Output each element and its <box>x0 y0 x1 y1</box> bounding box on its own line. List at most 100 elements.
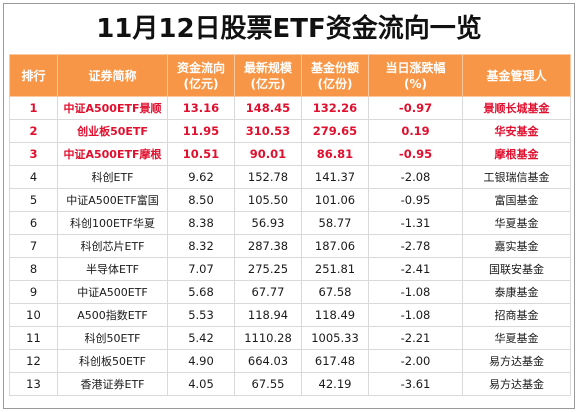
cell-shares: 101.06 <box>301 188 369 212</box>
cell-name: 科创100ETF华夏 <box>57 211 168 235</box>
cell-shares: 132.26 <box>301 96 369 120</box>
header-change-unit: (%) <box>404 76 427 91</box>
cell-flow: 7.07 <box>167 257 235 281</box>
cell-change: -2.08 <box>368 165 463 189</box>
table-row: 6 科创100ETF华夏 8.38 56.93 58.77 -1.31 华夏基金 <box>9 211 571 235</box>
table-row: 8 半导体ETF 7.07 275.25 251.81 -2.41 国联安基金 <box>9 257 571 281</box>
cell-shares: 187.06 <box>301 234 369 258</box>
table-row: 9 中证A500ETF 5.68 67.77 67.58 -1.08 泰康基金 <box>9 280 571 304</box>
header-name: 证券简称 <box>57 54 168 97</box>
table-row: 7 科创芯片ETF 8.32 287.38 187.06 -2.78 嘉实基金 <box>9 234 571 258</box>
cell-scale: 664.03 <box>234 349 302 373</box>
table-row: 11 科创50ETF 5.42 1110.28 1005.33 -2.21 华夏基金 <box>9 326 571 350</box>
cell-shares: 86.81 <box>301 142 369 166</box>
cell-name: 中证A500ETF景顺 <box>57 96 168 120</box>
header-name-label: 证券简称 <box>88 68 137 83</box>
cell-shares: 58.77 <box>301 211 369 235</box>
header-rank-label: 排行 <box>21 68 46 83</box>
cell-rank: 10 <box>9 303 58 327</box>
cell-name: 创业板50ETF <box>57 119 168 143</box>
cell-change: -1.08 <box>368 303 463 327</box>
cell-shares: 617.48 <box>301 349 369 373</box>
cell-manager: 国联安基金 <box>462 257 571 281</box>
table-row: 10 A500指数ETF 5.53 118.94 118.49 -1.08 招商基金 <box>9 303 571 327</box>
table-row: 13 香港证券ETF 4.05 67.55 42.19 -3.61 易方达基金 <box>9 372 571 396</box>
cell-name: 科创芯片ETF <box>57 234 168 258</box>
cell-flow: 8.38 <box>167 211 235 235</box>
cell-change: -0.95 <box>368 142 463 166</box>
cell-shares: 42.19 <box>301 372 369 396</box>
header-change: 当日涨跌幅 (%) <box>368 54 463 97</box>
cell-shares: 67.58 <box>301 280 369 304</box>
cell-rank: 12 <box>9 349 58 373</box>
cell-scale: 148.45 <box>234 96 302 120</box>
cell-change: -2.41 <box>368 257 463 281</box>
cell-change: -3.61 <box>368 372 463 396</box>
cell-change: -1.08 <box>368 280 463 304</box>
cell-flow: 4.05 <box>167 372 235 396</box>
cell-scale: 105.50 <box>234 188 302 212</box>
cell-name: 科创板50ETF <box>57 349 168 373</box>
cell-change: -1.31 <box>368 211 463 235</box>
cell-rank: 5 <box>9 188 58 212</box>
header-flow: 资金流向 (亿元) <box>167 54 235 97</box>
cell-scale: 287.38 <box>234 234 302 258</box>
cell-flow: 13.16 <box>167 96 235 120</box>
cell-manager: 泰康基金 <box>462 280 571 304</box>
cell-shares: 1005.33 <box>301 326 369 350</box>
cell-flow: 5.53 <box>167 303 235 327</box>
cell-manager: 易方达基金 <box>462 349 571 373</box>
header-row: 排行 证券简称 资金流向 (亿元) 最新规模 (亿元) 基金份额 (亿份) 当日涨跌幅… <box>9 54 571 97</box>
cell-flow: 8.50 <box>167 188 235 212</box>
cell-manager: 景顺长城基金 <box>462 96 571 120</box>
cell-flow: 4.90 <box>167 349 235 373</box>
cell-flow: 10.51 <box>167 142 235 166</box>
cell-scale: 56.93 <box>234 211 302 235</box>
header-scale-unit: (亿元) <box>250 76 286 91</box>
table-row: 3 中证A500ETF摩根 10.51 90.01 86.81 -0.95 摩根基金 <box>9 142 571 166</box>
header-flow-label: 资金流向 <box>176 60 225 75</box>
cell-rank: 3 <box>9 142 58 166</box>
cell-manager: 工银瑞信基金 <box>462 165 571 189</box>
table-row: 2 创业板50ETF 11.95 310.53 279.65 0.19 华安基金 <box>9 119 571 143</box>
table-row: 5 中证A500ETF富国 8.50 105.50 101.06 -0.95 富国基金 <box>9 188 571 212</box>
cell-name: 中证A500ETF富国 <box>57 188 168 212</box>
cell-rank: 11 <box>9 326 58 350</box>
cell-name: 科创ETF <box>57 165 168 189</box>
cell-name: 半导体ETF <box>57 257 168 281</box>
cell-change: -2.78 <box>368 234 463 258</box>
table-row: 1 中证A500ETF景顺 13.16 148.45 132.26 -0.97 景顺长城基金 <box>9 96 571 120</box>
cell-manager: 华安基金 <box>462 119 571 143</box>
cell-scale: 67.55 <box>234 372 302 396</box>
cell-name: A500指数ETF <box>57 303 168 327</box>
cell-rank: 1 <box>9 96 58 120</box>
cell-flow: 5.42 <box>167 326 235 350</box>
header-change-label: 当日涨跌幅 <box>385 60 446 75</box>
cell-scale: 310.53 <box>234 119 302 143</box>
cell-rank: 9 <box>9 280 58 304</box>
cell-manager: 嘉实基金 <box>462 234 571 258</box>
cell-manager: 易方达基金 <box>462 372 571 396</box>
cell-change: -0.97 <box>368 96 463 120</box>
header-scale-label: 最新规模 <box>243 60 292 75</box>
etf-flow-table-card: 11月12日股票ETF资金流向一览 排行 证券简称 资金流向 (亿元) 最新规模(… <box>3 3 575 409</box>
cell-rank: 8 <box>9 257 58 281</box>
cell-rank: 6 <box>9 211 58 235</box>
cell-flow: 5.68 <box>167 280 235 304</box>
cell-scale: 275.25 <box>234 257 302 281</box>
cell-name: 中证A500ETF摩根 <box>57 142 168 166</box>
header-rank: 排行 <box>9 54 58 97</box>
cell-name: 中证A500ETF <box>57 280 168 304</box>
cell-change: 0.19 <box>368 119 463 143</box>
cell-scale: 67.77 <box>234 280 302 304</box>
header-shares-label: 基金份额 <box>310 60 359 75</box>
header-shares: 基金份额 (亿份) <box>301 54 369 97</box>
cell-rank: 13 <box>9 372 58 396</box>
cell-shares: 141.37 <box>301 165 369 189</box>
table-row: 4 科创ETF 9.62 152.78 141.37 -2.08 工银瑞信基金 <box>9 165 571 189</box>
cell-flow: 9.62 <box>167 165 235 189</box>
cell-rank: 2 <box>9 119 58 143</box>
cell-name: 香港证券ETF <box>57 372 168 396</box>
cell-scale: 118.94 <box>234 303 302 327</box>
cell-scale: 1110.28 <box>234 326 302 350</box>
